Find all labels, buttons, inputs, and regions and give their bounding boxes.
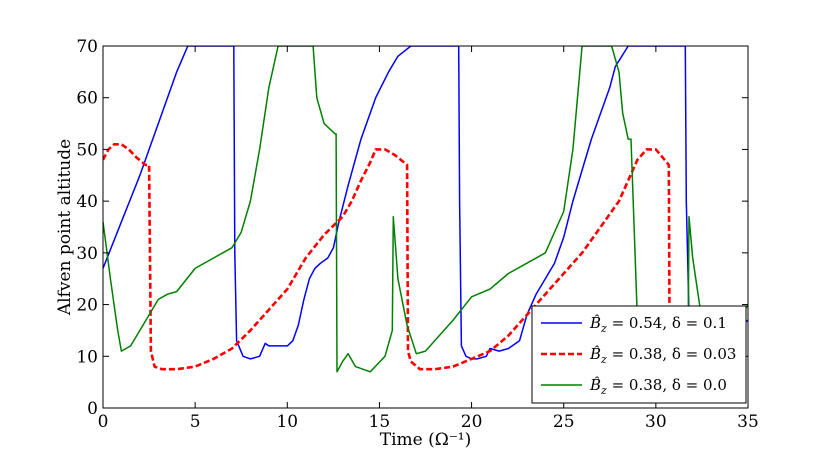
y-axis-label: Alfven point altitude: [55, 139, 75, 316]
x-tick-label: 15: [369, 412, 391, 432]
legend: B̂z = 0.54, δ = 0.1 B̂z = 0.38, δ = 0.03 B…: [531, 305, 747, 404]
x-tick-label: 5: [190, 412, 201, 432]
x-tick-label: 20: [461, 412, 483, 432]
x-tick-label: 10: [276, 412, 298, 432]
y-tick-label: 70: [76, 37, 98, 57]
x-axis-label: Time (Ω⁻¹): [380, 430, 472, 450]
x-tick-label: 0: [98, 412, 109, 432]
y-tick-label: 40: [76, 192, 98, 212]
x-tick-label: 35: [737, 412, 759, 432]
plot-frame: [102, 45, 749, 409]
legend-box: [531, 305, 747, 404]
y-tick-label: 10: [76, 347, 98, 367]
series-line-3: [103, 46, 748, 373]
series-line-1: [103, 46, 748, 360]
y-tick-label: 50: [76, 140, 98, 160]
y-tick-label: 30: [76, 244, 98, 264]
legend-label-1: B̂z = 0.54, δ = 0.1: [589, 314, 727, 335]
legend-label-3: B̂z = 0.38, δ = 0.0: [589, 376, 727, 397]
y-tick-label: 0: [87, 399, 98, 419]
x-tick-label: 25: [553, 412, 575, 432]
series-line-2: [103, 143, 748, 371]
legend-label-2: B̂z = 0.38, δ = 0.03: [589, 345, 736, 366]
y-tick-label: 60: [76, 89, 98, 109]
y-tick-label: 20: [76, 296, 98, 316]
series-layer: [103, 46, 748, 373]
axis-ticks: 0 5 10 15 20 25 30 35 0 10 20 30 40 50 60 70: [76, 37, 758, 432]
x-tick-label: 30: [645, 412, 667, 432]
